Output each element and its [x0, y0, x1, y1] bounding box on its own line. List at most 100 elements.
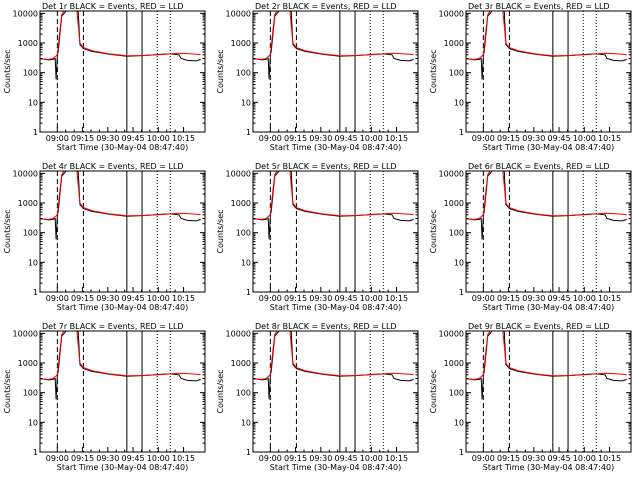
x-tick-label: 09:15 — [497, 454, 520, 463]
x-tick-label: 09:30 — [309, 294, 332, 303]
panel-title: Det 3r BLACK = Events, RED = LLD — [468, 2, 610, 11]
x-tick-label: 10:00 — [360, 294, 383, 303]
y-tick-label: 10000 — [13, 169, 38, 178]
x-tick-label: 09:00 — [46, 294, 69, 303]
chart-panel-7: Det 7r BLACK = Events, RED = LLD 1 10 100 10… — [3, 322, 206, 472]
series-events-line — [40, 331, 201, 400]
plot-frame — [465, 10, 632, 133]
x-tick-label: 09:45 — [122, 134, 145, 143]
panel-title: Det 7r BLACK = Events, RED = LLD — [42, 322, 184, 331]
y-tick-label: 1 — [459, 128, 464, 137]
y-tick-label: 1 — [33, 288, 38, 297]
chart-panel-2: Det 2r BLACK = Events, RED = LLD 1 10 100 10… — [216, 2, 419, 152]
y-tick-label: 1000 — [18, 39, 38, 48]
x-axis-label: Start Time (30-May-04 08:47:40) — [57, 463, 188, 472]
panel-title: Det 6r BLACK = Events, RED = LLD — [468, 162, 610, 171]
y-tick-label: 1000 — [444, 359, 464, 368]
plot-frame — [465, 170, 632, 293]
x-tick-label: 10:00 — [360, 454, 383, 463]
y-tick-label: 100 — [236, 389, 251, 398]
y-tick-label: 10 — [28, 258, 38, 267]
panel-title: Det 8r BLACK = Events, RED = LLD — [255, 322, 397, 331]
plot-frame — [252, 330, 419, 453]
y-tick-label: 10 — [28, 98, 38, 107]
y-tick-label: 1000 — [231, 39, 251, 48]
panel-title: Det 1r BLACK = Events, RED = LLD — [42, 2, 184, 11]
chart-panel-4: Det 4r BLACK = Events, RED = LLD 1 10 100 10… — [3, 162, 206, 312]
series-lld-line — [253, 171, 414, 220]
x-tick-label: 09:15 — [284, 134, 307, 143]
y-tick-label: 100 — [449, 389, 464, 398]
series-lld-line — [40, 331, 201, 380]
x-tick-label: 09:00 — [259, 294, 282, 303]
x-tick-label: 10:15 — [172, 294, 195, 303]
x-tick-label: 09:15 — [284, 294, 307, 303]
y-tick-label: 1000 — [231, 359, 251, 368]
chart-panel-6: Det 6r BLACK = Events, RED = LLD 1 10 100 10… — [429, 162, 632, 312]
x-axis-label: Start Time (30-May-04 08:47:40) — [270, 143, 401, 152]
series-lld-line — [253, 331, 414, 380]
y-tick-label: 1000 — [444, 39, 464, 48]
x-tick-label: 09:45 — [335, 294, 358, 303]
y-tick-label: 100 — [23, 229, 38, 238]
y-axis-label: Counts/sec — [429, 369, 438, 413]
y-axis-label: Counts/sec — [216, 49, 225, 93]
chart-panel-8: Det 8r BLACK = Events, RED = LLD 1 10 100 10… — [216, 322, 419, 472]
series-events-line — [253, 171, 414, 240]
series-lld-line — [466, 11, 627, 60]
x-tick-label: 10:00 — [573, 454, 596, 463]
x-tick-label: 09:15 — [71, 294, 94, 303]
x-tick-label: 09:30 — [96, 294, 119, 303]
x-tick-label: 09:15 — [71, 134, 94, 143]
y-tick-label: 10000 — [439, 9, 464, 18]
chart-panel-1: Det 1r BLACK = Events, RED = LLD 1 10 100 10… — [3, 2, 206, 152]
x-tick-label: 10:00 — [147, 134, 170, 143]
series-events-line — [40, 171, 201, 240]
x-tick-label: 09:30 — [522, 134, 545, 143]
y-tick-label: 1000 — [18, 199, 38, 208]
x-tick-label: 09:15 — [497, 294, 520, 303]
plot-frame — [39, 330, 206, 453]
chart-panel-3: Det 3r BLACK = Events, RED = LLD 1 10 100 10… — [429, 2, 632, 152]
y-tick-label: 10000 — [439, 169, 464, 178]
y-tick-label: 100 — [236, 69, 251, 78]
x-tick-label: 09:30 — [522, 294, 545, 303]
y-axis-label: Counts/sec — [216, 369, 225, 413]
y-tick-label: 10000 — [439, 329, 464, 338]
x-tick-label: 09:45 — [548, 294, 571, 303]
y-axis-label: Counts/sec — [3, 369, 12, 413]
y-tick-label: 100 — [449, 229, 464, 238]
y-axis-label: Counts/sec — [3, 209, 12, 253]
y-tick-label: 10000 — [13, 329, 38, 338]
x-tick-label: 10:00 — [147, 454, 170, 463]
x-tick-label: 09:15 — [497, 134, 520, 143]
x-tick-label: 10:15 — [385, 294, 408, 303]
y-tick-label: 1 — [33, 448, 38, 457]
x-axis-label: Start Time (30-May-04 08:47:40) — [483, 143, 614, 152]
y-tick-label: 1 — [459, 448, 464, 457]
y-tick-label: 1 — [246, 448, 251, 457]
y-tick-label: 1 — [33, 128, 38, 137]
y-axis-label: Counts/sec — [429, 209, 438, 253]
x-axis-label: Start Time (30-May-04 08:47:40) — [483, 303, 614, 312]
y-tick-label: 10000 — [13, 9, 38, 18]
series-events-line — [40, 11, 201, 80]
x-tick-label: 09:00 — [46, 454, 69, 463]
series-lld-line — [253, 11, 414, 60]
y-tick-label: 1000 — [444, 199, 464, 208]
x-tick-label: 09:45 — [122, 294, 145, 303]
x-tick-label: 09:30 — [309, 454, 332, 463]
y-tick-label: 1 — [246, 128, 251, 137]
panel-title: Det 4r BLACK = Events, RED = LLD — [42, 162, 184, 171]
x-tick-label: 10:15 — [598, 294, 621, 303]
x-tick-label: 09:30 — [309, 134, 332, 143]
y-tick-label: 10 — [454, 98, 464, 107]
x-tick-label: 09:00 — [472, 454, 495, 463]
y-tick-label: 10000 — [226, 169, 251, 178]
plot-frame — [39, 170, 206, 293]
plot-frame — [465, 330, 632, 453]
y-tick-label: 100 — [449, 69, 464, 78]
y-tick-label: 10000 — [226, 329, 251, 338]
y-tick-label: 10 — [241, 418, 251, 427]
y-axis-label: Counts/sec — [3, 49, 12, 93]
